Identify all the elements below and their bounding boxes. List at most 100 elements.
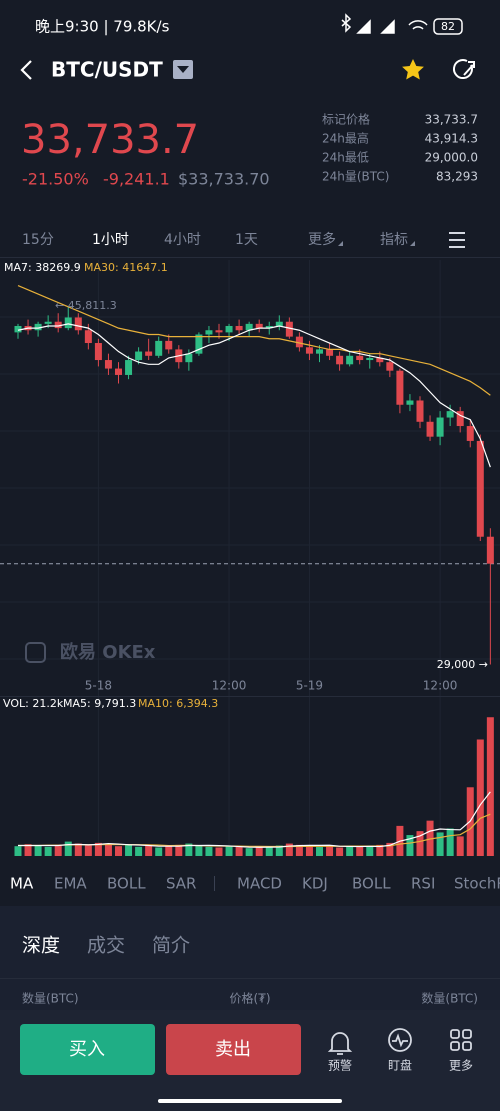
candle-body <box>396 370 404 405</box>
candle-body <box>356 355 364 361</box>
status-icons <box>341 13 463 35</box>
candle-body <box>426 421 434 437</box>
volume-bar <box>386 842 394 856</box>
candle-body <box>416 400 424 422</box>
volume-bar <box>426 820 434 856</box>
stat-value: 83,293 <box>436 170 478 184</box>
dropdown-arrow <box>177 66 189 73</box>
alert-icon[interactable] <box>327 1032 353 1055</box>
nav-label[interactable]: 盯盘 <box>388 1058 412 1073</box>
volume-bar <box>24 844 32 856</box>
detail-tab[interactable]: 成交 <box>87 935 125 957</box>
candle-body <box>64 317 72 329</box>
timeframe-tab[interactable]: 4小时 <box>164 232 201 248</box>
volume-label: MA10: 6,394.3 <box>138 697 218 710</box>
volume-bar <box>285 843 293 856</box>
candle-body <box>225 325 233 333</box>
divider <box>0 978 500 979</box>
volume-bar <box>476 739 484 856</box>
volume-bar <box>305 846 313 856</box>
indicator-tab[interactable]: SAR <box>166 875 196 893</box>
stat-value: 29,000.0 <box>425 151 478 165</box>
volume-bar <box>235 846 243 856</box>
candle-body <box>54 321 62 329</box>
candle-body <box>135 351 143 361</box>
volume-bar <box>456 836 464 856</box>
divider <box>0 257 500 258</box>
pair-title[interactable]: BTC/USDT <box>51 58 163 82</box>
ma-label: MA30: 41647.1 <box>84 261 168 274</box>
indicator-tab[interactable]: BOLL <box>352 875 391 893</box>
timeframe-tab[interactable]: 15分 <box>22 232 54 248</box>
nav-label[interactable]: 预警 <box>328 1058 352 1073</box>
volume-bar <box>336 847 344 856</box>
candle-body <box>205 330 213 335</box>
settings-icon[interactable] <box>449 232 465 248</box>
candle-body <box>74 317 82 331</box>
candle-body <box>406 400 414 405</box>
status-time: 晚上9:30 | 79.8K/s <box>35 18 170 36</box>
candle-body <box>195 334 203 354</box>
candle-body <box>275 321 283 326</box>
volume-bar <box>14 846 22 856</box>
table-header: 数量(BTC) <box>421 991 478 1006</box>
favorite-star[interactable] <box>402 59 424 80</box>
x-tick-label: 12:00 <box>423 679 458 693</box>
sell-button[interactable] <box>166 1024 301 1075</box>
candle-body <box>145 351 153 356</box>
volume-bar <box>115 846 122 856</box>
low-label: 29,000 → <box>437 658 488 671</box>
indicator-tab[interactable]: BOLL <box>107 875 146 893</box>
change-pct: -21.50% <box>22 170 89 189</box>
candle-body <box>215 330 223 333</box>
volume-bar <box>205 846 213 856</box>
nav-label[interactable]: 更多 <box>449 1059 473 1073</box>
indicator-tab[interactable]: RSI <box>411 875 435 893</box>
candle-body <box>316 349 323 354</box>
battery: 82 <box>441 20 455 33</box>
timeframe-tab[interactable]: 指标 <box>380 232 408 248</box>
buy-label: 买入 <box>69 1039 105 1060</box>
candle-body <box>104 360 112 369</box>
candle-body <box>14 325 22 333</box>
x-tick-label: 12:00 <box>212 679 247 693</box>
volume-bar <box>44 846 52 856</box>
detail-tab[interactable]: 深度 <box>22 935 60 957</box>
change-abs: -9,241.1 <box>103 170 170 189</box>
table-header: 价格(₮) <box>230 991 271 1006</box>
volume-bar <box>125 844 133 856</box>
volume-bar <box>104 844 112 856</box>
indicator-tab[interactable]: StochR <box>454 875 500 893</box>
detail-section <box>0 906 500 1010</box>
tab-caret <box>410 241 415 246</box>
volume-bar <box>366 845 374 856</box>
candle-body <box>436 417 444 437</box>
candle-body <box>336 355 344 365</box>
back-button[interactable] <box>20 60 32 80</box>
indicator-tab[interactable]: MA <box>10 875 34 893</box>
watermark: 欧易 OKEx <box>60 641 156 663</box>
detail-tab[interactable]: 简介 <box>152 935 190 957</box>
indicator-tab[interactable]: MACD <box>237 875 282 893</box>
indicator-tab[interactable]: KDJ <box>302 875 328 893</box>
candle-body <box>376 357 384 363</box>
buy-button[interactable] <box>20 1024 155 1075</box>
timeframe-tab[interactable]: 1小时 <box>92 232 129 248</box>
timeframe-tab[interactable]: 1天 <box>235 232 258 248</box>
stat-value: 43,914.3 <box>425 132 478 146</box>
volume-bar <box>316 846 323 856</box>
candle-body <box>486 536 494 564</box>
divider <box>0 696 500 697</box>
watermark-logo <box>25 642 46 663</box>
watch-icon[interactable] <box>388 1028 412 1052</box>
volume-bar <box>486 717 494 856</box>
candle-body <box>165 340 173 350</box>
timeframe-tab[interactable]: 更多 <box>308 231 336 248</box>
candle-body <box>265 325 273 329</box>
volume-bar <box>215 847 223 856</box>
indicator-bar <box>0 862 500 906</box>
share-icon[interactable] <box>453 59 475 79</box>
indicator-tab[interactable]: EMA <box>54 875 87 893</box>
volume-bar <box>34 845 42 856</box>
more-icon[interactable] <box>450 1029 472 1051</box>
